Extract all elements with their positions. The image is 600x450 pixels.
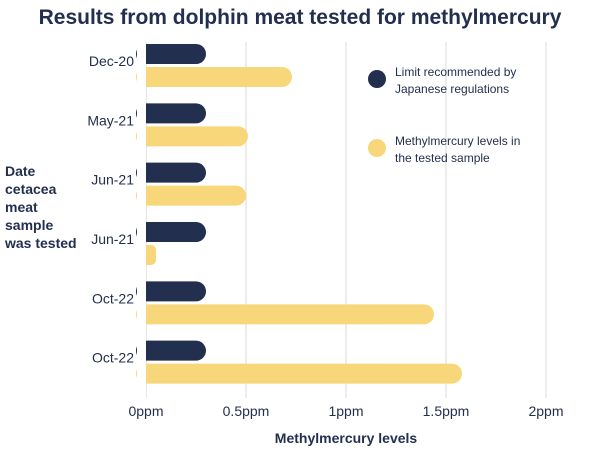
legend-label: the tested sample xyxy=(395,151,490,165)
y-tick-label: Jun-21 xyxy=(91,231,134,247)
y-tick-label: Jun-21 xyxy=(91,172,134,188)
y-tick-label: Dec-20 xyxy=(89,53,134,69)
limit-bar xyxy=(136,103,206,124)
limit-bar xyxy=(136,340,206,361)
legend-label: Japanese regulations xyxy=(395,82,509,96)
x-tick-label: 1.5ppm xyxy=(423,403,470,419)
limit-bar xyxy=(136,281,206,302)
y-axis-title: Date cetacea meat sample was tested xyxy=(5,162,87,252)
limit-bar xyxy=(136,222,206,242)
x-tick-label: 1ppm xyxy=(328,403,363,419)
y-axis-title-line: was tested xyxy=(5,235,77,251)
legend-marker-sample xyxy=(368,139,386,157)
x-tick-label: 0ppm xyxy=(128,403,163,419)
y-axis-title-line: cetacea xyxy=(5,181,57,197)
sample-bar xyxy=(136,67,292,87)
axis-mask xyxy=(137,42,146,398)
sample-bar xyxy=(136,363,462,384)
y-tick-label: Oct-22 xyxy=(92,290,134,306)
x-tick-label: 0.5ppm xyxy=(223,403,270,419)
sample-bar xyxy=(136,304,434,325)
x-axis-title: Methylmercury levels xyxy=(274,430,418,446)
limit-bar xyxy=(136,162,206,183)
x-tick-label: 2ppm xyxy=(528,403,563,419)
y-axis-title-line: meat xyxy=(5,199,38,215)
sample-bar xyxy=(136,126,248,147)
chart-title: Results from dolphin meat tested for met… xyxy=(38,6,562,29)
sample-bar xyxy=(136,185,246,206)
limit-bar xyxy=(136,44,206,64)
y-axis-title-line: Date xyxy=(5,163,36,179)
legend-label: Methylmercury levels in xyxy=(395,134,520,148)
y-tick-label: May-21 xyxy=(87,112,134,128)
y-tick-label: Oct-22 xyxy=(92,350,134,366)
legend-label: Limit recommended by xyxy=(395,65,516,79)
legend-marker-limit xyxy=(368,70,386,88)
y-axis-title-line: sample xyxy=(5,217,54,233)
